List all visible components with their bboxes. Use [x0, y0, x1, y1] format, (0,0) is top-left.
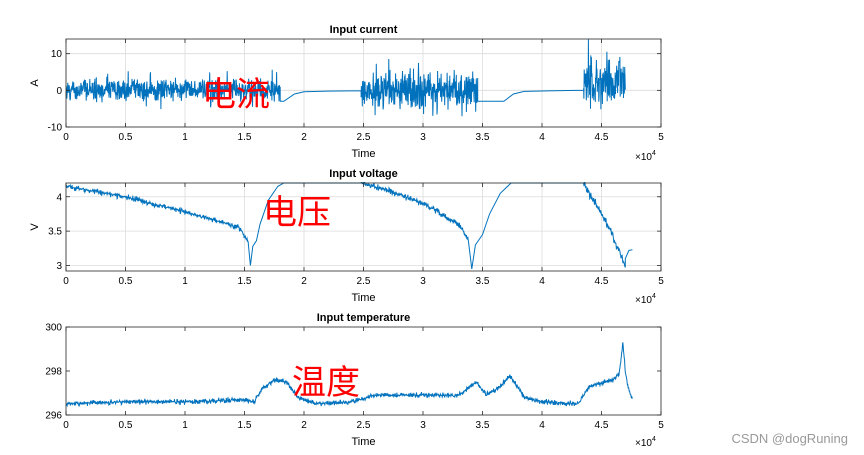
x-tick-label: 4.5 — [595, 420, 609, 431]
x-tick-label: 4.5 — [595, 276, 609, 287]
x-tick-label: 4 — [539, 132, 545, 143]
x-tick-label: 2.5 — [357, 132, 371, 143]
x-tick-label: 1.5 — [238, 132, 252, 143]
x-tick-label: 1.5 — [238, 420, 252, 431]
x-tick-label: 1.5 — [238, 276, 252, 287]
x-tick-label: 2 — [301, 132, 307, 143]
x-axis-label: Time — [351, 148, 375, 160]
series-line-1 — [66, 182, 633, 269]
y-tick-label: 10 — [51, 49, 63, 60]
annotation-label: 温度 — [292, 363, 360, 403]
x-tick-label: 2 — [301, 276, 307, 287]
x-tick-label: 0.5 — [119, 132, 133, 143]
x-axis-label: Time — [351, 436, 375, 448]
x-exponent: ×104 — [635, 436, 656, 449]
x-tick-label: 0 — [63, 276, 69, 287]
x-tick-label: 0 — [63, 420, 69, 431]
x-tick-label: 5 — [658, 276, 664, 287]
chart-panel-3: 0 0.5 1 1.5 2 2.5 3 3.5 4 4.5 5 296 298 300 Input temp… — [45, 312, 664, 449]
x-tick-label: 5 — [658, 132, 664, 143]
y-tick-label: 0 — [56, 86, 62, 97]
series-line-1 — [66, 342, 633, 408]
x-tick-label: 5 — [658, 420, 664, 431]
y-tick-label: 4 — [56, 192, 62, 203]
series-line-1 — [66, 39, 626, 117]
y-tick-label: 3.5 — [48, 227, 62, 238]
watermark: CSDN @dogRuning — [731, 431, 848, 446]
x-axis-label: Time — [351, 292, 375, 304]
x-tick-label: 4.5 — [595, 132, 609, 143]
x-tick-label: 2 — [301, 420, 307, 431]
chart-title: Input current — [330, 24, 398, 36]
y-tick-label: -10 — [48, 123, 63, 134]
x-tick-label: 0.5 — [119, 420, 133, 431]
y-tick-label: 3 — [56, 261, 62, 272]
y-axis-label: A — [29, 79, 41, 87]
y-tick-label: 300 — [45, 323, 62, 334]
x-tick-label: 3 — [420, 276, 426, 287]
y-tick-label: 296 — [45, 411, 62, 422]
x-tick-label: 3.5 — [476, 276, 490, 287]
x-tick-label: 0.5 — [119, 276, 133, 287]
x-tick-label: 2.5 — [357, 276, 371, 287]
chart-panel-2: 0 0.5 1 1.5 2 2.5 3 3.5 4 4.5 5 3 3.5 4 Input voltage T… — [29, 168, 664, 306]
y-axis-label: V — [29, 223, 41, 231]
x-tick-label: 2.5 — [357, 420, 371, 431]
x-tick-label: 0 — [63, 132, 69, 143]
x-tick-label: 3.5 — [476, 132, 490, 143]
x-tick-label: 3.5 — [476, 420, 490, 431]
chart-title: Input voltage — [329, 168, 397, 180]
x-tick-label: 3 — [420, 420, 426, 431]
annotation-label: 电压 — [263, 193, 331, 233]
x-tick-label: 1 — [182, 420, 188, 431]
y-tick-label: 298 — [45, 367, 62, 378]
x-exponent: ×104 — [635, 293, 656, 306]
annotation-label: 电流 — [202, 75, 270, 115]
x-tick-label: 4 — [539, 276, 545, 287]
x-tick-label: 1 — [182, 276, 188, 287]
x-exponent: ×104 — [635, 150, 656, 163]
x-tick-label: 3 — [420, 132, 426, 143]
chart-title: Input temperature — [317, 312, 411, 324]
x-tick-label: 1 — [182, 132, 188, 143]
x-tick-label: 4 — [539, 420, 545, 431]
plot-area — [66, 327, 661, 415]
